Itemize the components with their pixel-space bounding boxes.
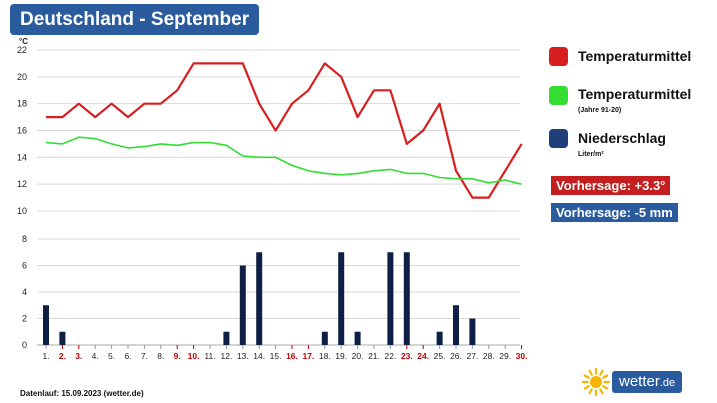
precip-bar — [403, 252, 410, 345]
temp-tick-label: 16 — [17, 126, 27, 136]
day-label: 1. — [42, 351, 49, 361]
legend-sub-temperature-normal: (Jahre 91-20) — [578, 107, 622, 114]
precip-bar — [338, 252, 345, 345]
precip-bar — [469, 318, 476, 345]
day-label: 15. — [270, 351, 282, 361]
day-label: 28. — [483, 351, 495, 361]
day-label: 8. — [157, 351, 164, 361]
temp-tick-label: 20 — [17, 72, 27, 82]
day-label: 5. — [108, 351, 115, 361]
day-label: 18. — [319, 351, 331, 361]
brand-tld: .de — [659, 377, 676, 389]
day-label: 3. — [75, 351, 82, 361]
temp-tick-label: 18 — [17, 99, 27, 109]
precip-bar — [453, 305, 459, 345]
day-label: 21. — [368, 351, 380, 361]
day-label: 14. — [253, 351, 265, 361]
day-label: 20. — [352, 351, 364, 361]
day-label: 9. — [174, 351, 181, 361]
day-label: 12. — [220, 351, 232, 361]
day-label: 23. — [401, 351, 413, 361]
temp-tick-label: 12 — [17, 179, 27, 189]
precip-tick-label: 4 — [22, 287, 27, 297]
precip-tick-label: 6 — [22, 261, 27, 271]
precip-tick-label: 8 — [22, 234, 27, 244]
day-label: 22. — [384, 351, 396, 361]
legend-swatch-temperature — [549, 47, 568, 66]
precip-tick-label: 0 — [22, 340, 27, 350]
precip-tick-label: 2 — [22, 314, 27, 324]
sun-icon — [581, 367, 611, 397]
temp-axis-unit: °C — [19, 37, 28, 46]
sun-ray — [583, 374, 590, 379]
day-label: 29. — [499, 351, 511, 361]
legend-swatch-precipitation — [549, 129, 568, 148]
precip-bar — [256, 252, 263, 345]
day-label: 6. — [124, 351, 131, 361]
day-label: 24. — [417, 351, 429, 361]
day-label: 27. — [466, 351, 478, 361]
sun-ray — [599, 388, 604, 395]
precip-bar — [436, 331, 443, 345]
precip-bar — [223, 331, 230, 345]
sun-ray — [602, 374, 609, 379]
forecast-precipitation-badge: Vorhersage: -5 mm — [551, 203, 678, 222]
temp-tick-label: 14 — [17, 152, 27, 162]
day-label: 11. — [204, 351, 215, 361]
day-label: 17. — [302, 351, 314, 361]
legend-label-precipitation: Niederschlag — [578, 130, 666, 146]
legend-label-temperature-normal: Temperaturmittel — [578, 86, 692, 102]
precip-bar — [321, 331, 328, 345]
day-label: 10. — [188, 351, 200, 361]
legend-label-temperature: Temperaturmittel — [578, 48, 692, 64]
day-label: 26. — [450, 351, 462, 361]
precip-bar — [239, 265, 246, 345]
legend-swatch-temperature-normal — [549, 86, 568, 105]
sun-ray — [583, 385, 590, 390]
forecast-temperature-badge: Vorhersage: +3.3° — [551, 176, 671, 195]
temperature-normal-line — [45, 136, 522, 185]
wetter-logo-text: wetter.de — [612, 371, 683, 393]
temp-tick-label: 10 — [17, 206, 27, 216]
brand-name: wetter — [619, 373, 660, 390]
sun-ray — [588, 369, 593, 376]
day-label: 25. — [434, 351, 446, 361]
datenlauf-note: Datenlauf: 15.09.2023 (wetter.de) — [20, 389, 144, 398]
day-label: 30. — [516, 351, 528, 361]
precip-bar — [43, 305, 49, 345]
sun-ray — [602, 385, 609, 390]
day-label: 16. — [286, 351, 298, 361]
page-title: Deutschland - September — [10, 4, 260, 35]
temp-tick-label: 22 — [17, 45, 27, 55]
day-label: 19. — [335, 351, 347, 361]
precip-bar — [387, 252, 394, 345]
weather-chart: 10 12 14 16 18 20 22°C 0 2 4 6 8 1. 2. 3. 4. 5. 6. 7. 8. 9. 1… — [17, 37, 528, 361]
temperature-line — [46, 62, 523, 199]
legend-sub-precipitation: Liter/m² — [578, 151, 604, 158]
day-label: 13. — [237, 351, 249, 361]
day-label: 2. — [59, 351, 66, 361]
sun-ray — [599, 369, 604, 376]
day-label: 7. — [141, 351, 148, 361]
sun-ray — [588, 388, 593, 395]
wetter-logo: wetter.de — [581, 367, 683, 401]
precip-bar — [59, 331, 66, 345]
day-label: 4. — [92, 351, 99, 361]
precip-bar — [354, 331, 361, 345]
